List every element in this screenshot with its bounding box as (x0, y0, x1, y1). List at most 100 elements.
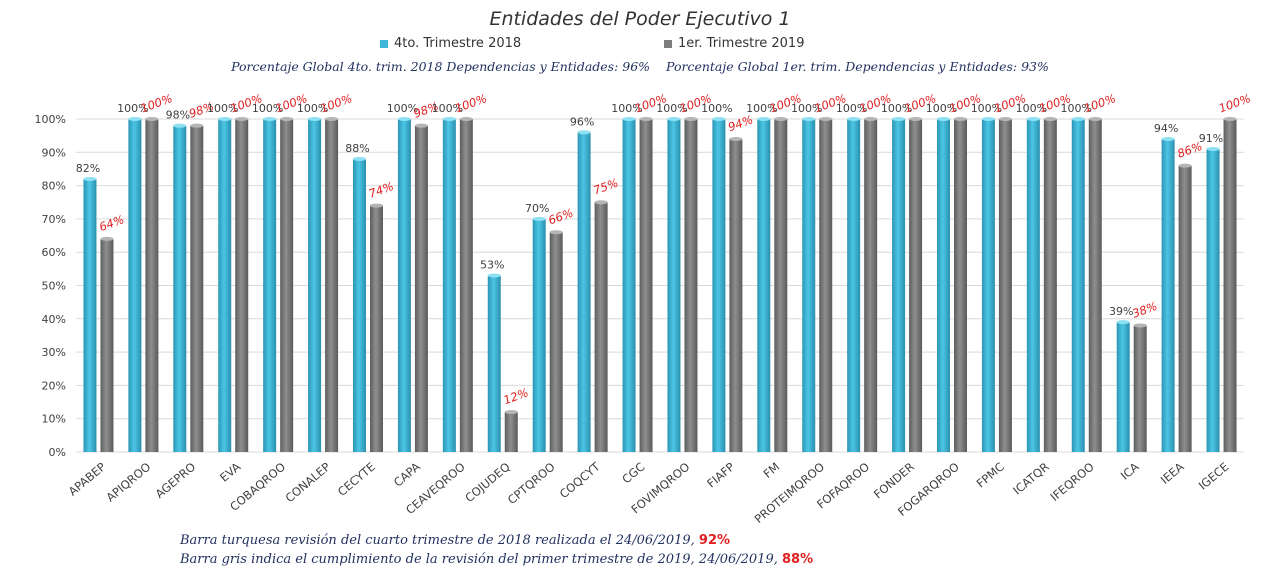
data-label-series-1: 100% (1016, 102, 1047, 115)
x-tick-label: APABEP (66, 460, 109, 499)
bar-cap (83, 176, 97, 181)
data-label-series-1: 100% (432, 102, 463, 115)
legend-label-series-1: 4to. Trimestre 2018 (394, 36, 522, 51)
y-tick-label: 90% (42, 146, 66, 159)
x-tick-label: EVA (217, 459, 243, 484)
data-label-series-2: 94% (726, 112, 755, 134)
y-tick-label: 40% (42, 313, 66, 326)
bar-cap (442, 117, 456, 121)
bar-series-1 (712, 119, 726, 452)
x-tick-label: FPMC (974, 460, 1007, 491)
y-tick-label: 70% (42, 213, 66, 226)
data-label-series-1: 91% (1199, 132, 1223, 145)
y-tick-label: 0% (49, 446, 66, 459)
bar-cap (414, 123, 428, 128)
x-tick-label: APIQROO (103, 460, 153, 505)
bar-series-2 (819, 119, 833, 452)
bar-series-2 (774, 119, 788, 452)
bar-cap (954, 117, 967, 121)
summary-right: Porcentaje Global 1er. trim. Dependencia… (666, 59, 1049, 74)
bar-cap (145, 117, 159, 121)
bar-cap (729, 136, 743, 141)
bar-cap (1088, 117, 1102, 121)
x-tick-label: COJUDEQ (462, 460, 512, 505)
bar-cap (280, 117, 294, 121)
bar-series-1 (802, 119, 816, 452)
bar-cap (802, 117, 816, 121)
x-tick-label: IFEQROO (1048, 460, 1097, 504)
data-label-series-2: 100% (1217, 91, 1253, 115)
data-label-series-1: 53% (480, 259, 504, 272)
legend-item-series-2: 1er. Trimestre 2019 (664, 36, 804, 51)
x-tick-label: ICA (1118, 459, 1142, 482)
data-label-series-1: 100% (611, 102, 642, 115)
y-tick-label: 100% (35, 113, 66, 126)
bar-series-1 (442, 119, 456, 452)
data-label-series-1: 100% (387, 102, 418, 115)
bar-cap (173, 123, 187, 128)
note-series-2-text: Barra gris indica el cumplimiento de la … (180, 552, 782, 567)
bar-cap (128, 117, 142, 121)
bar-cap (819, 117, 833, 121)
bar-cap (577, 130, 591, 135)
data-label-series-1: 100% (1061, 102, 1092, 115)
bar-series-2 (100, 238, 114, 452)
bar-series-1 (308, 119, 322, 452)
x-tick-label: ICATQR (1010, 460, 1052, 498)
bar-cap (1071, 117, 1085, 121)
bar-cap (1206, 146, 1220, 151)
bar-cap (353, 156, 366, 161)
x-tick-label: FIAFP (704, 460, 737, 491)
bar-series-2 (145, 119, 159, 452)
bar-series-1 (397, 119, 411, 452)
y-tick-label: 10% (42, 413, 66, 426)
bar-cap (308, 117, 322, 121)
data-label-series-1: 98% (166, 109, 190, 122)
bar-series-1 (757, 119, 771, 452)
data-label-series-2: 75% (591, 176, 620, 198)
bar-series-2 (729, 138, 743, 453)
bar-series-1 (128, 119, 142, 452)
bar-series-2 (549, 232, 563, 452)
bar-cap (1026, 117, 1040, 121)
data-label-series-1: 70% (525, 202, 549, 215)
bar-cap (684, 117, 698, 121)
data-label-series-1: 100% (746, 102, 777, 115)
bar-cap (504, 410, 518, 415)
bar-series-2 (954, 119, 967, 452)
data-label-series-2: 100% (1082, 91, 1118, 115)
data-label-series-1: 94% (1154, 122, 1178, 135)
summary-left: Porcentaje Global 4to. trim. 2018 Depend… (231, 59, 651, 74)
y-tick-label: 60% (42, 246, 66, 259)
data-label-series-1: 39% (1109, 305, 1133, 318)
y-tick-label: 50% (42, 280, 66, 293)
data-label-series-1: 100% (836, 102, 867, 115)
bar-series-2 (1223, 119, 1237, 452)
bar-cap (622, 117, 636, 121)
data-label-series-1: 100% (971, 102, 1002, 115)
bar-cap (190, 123, 204, 128)
bar-cap (1161, 136, 1175, 141)
x-tick-label: CGC (619, 460, 647, 487)
bar-series-1 (218, 119, 232, 452)
x-tick-label: CPTQROO (505, 460, 558, 507)
note-series-2: Barra gris indica el cumplimiento de la … (180, 552, 813, 567)
bar-cap (1116, 320, 1130, 325)
bar-series-2 (998, 119, 1012, 452)
bar-cap (235, 117, 249, 121)
bar-series-1 (847, 119, 861, 452)
bar-series-2 (639, 119, 653, 452)
bar-cap (532, 216, 546, 221)
bar-series-1 (353, 158, 366, 452)
bar-series-2 (684, 119, 698, 452)
x-tick-label: IEEA (1158, 459, 1187, 486)
bar-cap (639, 117, 653, 121)
bar-series-2 (235, 119, 249, 452)
data-label-series-1: 100% (926, 102, 957, 115)
bar-series-1 (173, 125, 187, 452)
bar-cap (981, 117, 995, 121)
bar-cap (892, 117, 906, 121)
x-tick-label: FM (761, 460, 783, 481)
data-label-series-1: 100% (207, 102, 238, 115)
bar-series-2 (504, 412, 518, 452)
